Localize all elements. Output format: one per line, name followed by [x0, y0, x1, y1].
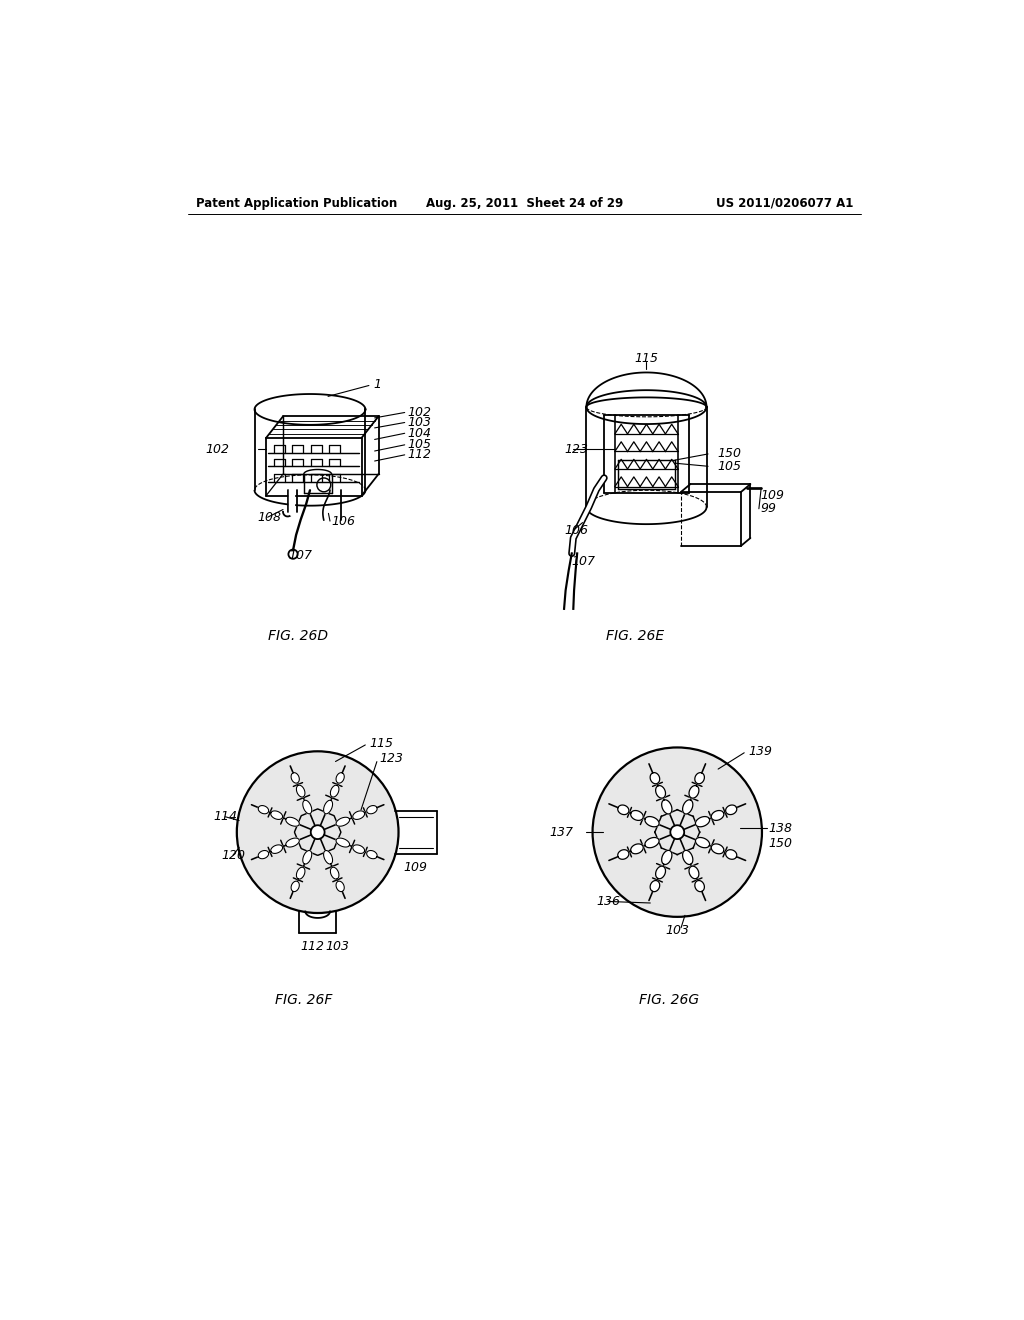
Text: 102: 102	[205, 444, 229, 455]
Polygon shape	[331, 785, 339, 797]
Text: 105: 105	[717, 459, 741, 473]
Text: 106: 106	[564, 524, 588, 537]
Text: 112: 112	[408, 449, 432, 462]
Polygon shape	[336, 882, 344, 891]
Circle shape	[238, 752, 397, 912]
Polygon shape	[367, 850, 377, 859]
Polygon shape	[683, 800, 693, 814]
Polygon shape	[352, 845, 365, 854]
Polygon shape	[258, 850, 268, 859]
Text: 112: 112	[301, 940, 325, 953]
Polygon shape	[331, 867, 339, 879]
Text: 103: 103	[408, 416, 432, 429]
Text: 150: 150	[768, 837, 793, 850]
Polygon shape	[695, 817, 710, 826]
Polygon shape	[631, 843, 643, 854]
Text: Patent Application Publication: Patent Application Publication	[196, 197, 397, 210]
Text: 115: 115	[635, 352, 658, 366]
Polygon shape	[645, 837, 659, 847]
Text: 137: 137	[549, 825, 573, 838]
Polygon shape	[695, 772, 705, 784]
Text: 150: 150	[717, 447, 741, 461]
Polygon shape	[296, 867, 305, 879]
Polygon shape	[270, 845, 283, 854]
Polygon shape	[291, 882, 299, 891]
Polygon shape	[726, 805, 737, 814]
Polygon shape	[336, 817, 349, 826]
Polygon shape	[712, 843, 724, 854]
Text: 103: 103	[666, 924, 690, 937]
Polygon shape	[336, 838, 349, 847]
Text: US 2011/0206077 A1: US 2011/0206077 A1	[716, 197, 854, 210]
Polygon shape	[655, 866, 666, 879]
Polygon shape	[303, 800, 311, 814]
Polygon shape	[291, 772, 299, 783]
Polygon shape	[631, 810, 643, 821]
Polygon shape	[258, 805, 268, 814]
Circle shape	[310, 825, 325, 840]
Text: Aug. 25, 2011  Sheet 24 of 29: Aug. 25, 2011 Sheet 24 of 29	[426, 197, 624, 210]
Polygon shape	[296, 785, 305, 797]
Polygon shape	[712, 810, 724, 821]
Polygon shape	[367, 805, 377, 814]
Text: 105: 105	[408, 438, 432, 451]
Circle shape	[671, 825, 684, 840]
Polygon shape	[650, 772, 659, 784]
Text: 123: 123	[564, 444, 588, 455]
Polygon shape	[695, 837, 710, 847]
Text: 107: 107	[571, 554, 596, 568]
Text: 103: 103	[326, 940, 349, 953]
Text: 115: 115	[370, 737, 393, 750]
Polygon shape	[352, 810, 365, 820]
Text: FIG. 26E: FIG. 26E	[606, 628, 664, 643]
Polygon shape	[336, 772, 344, 783]
Text: 109: 109	[403, 861, 428, 874]
Polygon shape	[617, 850, 629, 859]
Polygon shape	[662, 850, 672, 865]
Polygon shape	[303, 850, 311, 865]
Text: 136: 136	[596, 895, 621, 908]
Polygon shape	[689, 866, 699, 879]
Polygon shape	[286, 838, 299, 847]
Polygon shape	[726, 850, 737, 859]
Text: 107: 107	[289, 549, 312, 562]
Text: 138: 138	[768, 822, 793, 834]
Polygon shape	[695, 880, 705, 892]
Text: 108: 108	[258, 511, 282, 524]
Text: 1: 1	[373, 379, 381, 391]
Polygon shape	[645, 817, 659, 826]
Polygon shape	[270, 810, 283, 820]
Polygon shape	[617, 805, 629, 814]
Polygon shape	[689, 785, 699, 799]
Text: 99: 99	[761, 502, 776, 515]
Polygon shape	[683, 850, 693, 865]
Text: 123: 123	[379, 752, 403, 766]
Text: 109: 109	[761, 490, 784, 502]
Text: 139: 139	[749, 744, 772, 758]
Polygon shape	[286, 817, 299, 826]
Polygon shape	[324, 850, 333, 865]
Text: FIG. 26D: FIG. 26D	[268, 628, 329, 643]
Text: 104: 104	[408, 426, 432, 440]
Text: FIG. 26G: FIG. 26G	[640, 993, 699, 1007]
Polygon shape	[655, 785, 666, 799]
Polygon shape	[662, 800, 672, 814]
Text: 120: 120	[221, 849, 246, 862]
Polygon shape	[324, 800, 333, 814]
Polygon shape	[650, 880, 659, 892]
Text: FIG. 26F: FIG. 26F	[275, 993, 333, 1007]
Circle shape	[593, 748, 761, 916]
Text: 106: 106	[332, 515, 355, 528]
Text: 102: 102	[408, 407, 432, 418]
Text: 114: 114	[214, 810, 238, 824]
